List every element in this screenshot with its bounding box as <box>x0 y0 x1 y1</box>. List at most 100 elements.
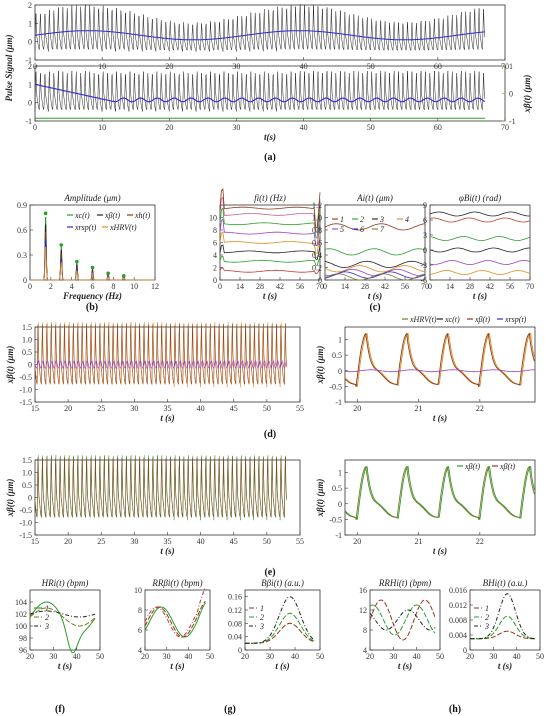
x-tick-label: 20 <box>165 62 173 71</box>
legend-entry: 3 <box>44 622 49 631</box>
y-tick-label: 4 <box>363 646 367 655</box>
legend-entry: xrsp(t) <box>504 315 527 324</box>
x-tick-label: 25 <box>97 404 105 413</box>
series-phi-3 <box>429 247 530 253</box>
series-rsp <box>344 369 535 373</box>
panel-label-c: (c) <box>369 302 380 313</box>
x-tick-label: 50 <box>367 62 375 71</box>
x-tick-label: 15 <box>31 537 39 546</box>
y-tick-label: 1 <box>28 19 32 28</box>
y-tick-label: 1 <box>338 336 342 345</box>
x-tick-label: 56 <box>296 282 304 291</box>
y-tick-label: 1.5 <box>22 323 32 332</box>
legend-entry: xc(t) <box>74 211 90 220</box>
x-tick-label: 60 <box>434 123 442 132</box>
y-tick-label: 0 <box>28 99 32 108</box>
chart-h1: 20 30 40 50 16 12 8 4 t (s) RRHi(t) (bpm) <box>359 578 444 671</box>
x-tick-label: 40 <box>300 62 308 71</box>
x-tick-label: 60 <box>434 62 442 71</box>
chart-title: Amplitude (μm) <box>63 193 120 203</box>
y-tick-label: 0.12 <box>228 606 242 615</box>
series-osc-0 <box>34 455 287 521</box>
chart-b: 0 2 4 6 8 10 12 0.9 0.6 0.3 0 Frequency (Hz) Amplitu… <box>17 193 159 301</box>
x-tick-label: 15 <box>31 404 39 413</box>
series-f-8 <box>219 188 321 229</box>
y-tick-label: 1.2 <box>312 201 322 210</box>
y-axis-label: xβ(t) (μm) <box>315 479 325 518</box>
legend-entry: xHRV(t) <box>409 315 437 324</box>
peak-marker <box>59 243 64 247</box>
series-A-7 <box>324 273 426 281</box>
y-tick-label: -1.0 <box>19 386 32 395</box>
x-tick-label: 50 <box>96 652 104 661</box>
series-4 <box>30 247 155 281</box>
peak-marker <box>43 211 48 216</box>
x-tick-label: 10 <box>98 123 106 132</box>
series-baseline <box>34 30 485 41</box>
x-tick-label: 50 <box>316 652 324 661</box>
panel-label-e: (e) <box>264 567 275 578</box>
y-tick-label: 0.16 <box>228 593 242 602</box>
series-1 <box>29 601 96 654</box>
x-axis-label: t (s) <box>498 661 512 671</box>
x-axis-label: t (s) <box>170 661 184 671</box>
x-tick-label: 10 <box>130 282 138 291</box>
plot-frame <box>29 589 101 651</box>
y-tick-label: 0.5 <box>22 348 32 357</box>
series-xbeta <box>34 83 486 103</box>
x-axis-label: t (s) <box>398 661 412 671</box>
legend-entry: xh(t) <box>134 211 150 220</box>
y-tick-label: 0 <box>28 494 32 503</box>
x-tick-label: 28 <box>466 282 474 291</box>
y-tick-label: 3 <box>423 231 427 240</box>
series-3 <box>29 610 96 618</box>
legend-entry: 3 <box>379 215 384 224</box>
y-tick-label: 0.5 <box>332 351 342 360</box>
series-f-2 <box>219 255 321 266</box>
series-f-6 <box>219 207 321 239</box>
series-phi-0 <box>429 211 530 217</box>
y-tick-label: 10 <box>134 586 142 595</box>
chart-c2: 0 14 28 42 56 701.21.00.80.60.40.20t (s)Ai(t)… <box>312 193 429 301</box>
x-tick-label: 40 <box>184 652 192 661</box>
series-phi-5 <box>429 270 531 275</box>
y-tick-label: 1.0 <box>22 469 32 478</box>
legend-entry: 1 <box>45 604 49 613</box>
legend-entry: 2 <box>485 613 489 622</box>
legend-entry: 5 <box>340 225 344 234</box>
chart-e-left: 15 20 25 30 35 40 45 50 55 1.5 1.0 0.5 0 -0.5 -1.0 -1.5… <box>5 455 304 556</box>
x-tick-label: 0 <box>428 282 432 291</box>
y-tick-label: 6 <box>213 239 217 248</box>
x-tick-label: 56 <box>401 282 409 291</box>
y-tick-label: -1 <box>335 398 342 407</box>
x-tick-label: 4 <box>70 282 74 291</box>
y-tick-label: -0.5 <box>329 515 342 524</box>
y-tick-label: 4 <box>213 251 217 260</box>
chart-h2: 20 30 40 50 0.016 0.012 0.008 0.004 0 t (s) BHi(t)… <box>449 578 544 671</box>
y-tick-label: 0.004 <box>449 631 467 640</box>
y-tick-label: 1 <box>28 80 32 89</box>
y-tick-label: 1.0 <box>22 336 32 345</box>
x-tick-label: 42 <box>276 282 284 291</box>
legend-entry: xβ(t) <box>474 315 490 324</box>
y-tick-label: -1.5 <box>19 398 32 407</box>
x-tick-label: 20 <box>165 123 173 132</box>
y-tick-label: 102 <box>15 610 27 619</box>
x-axis-label: t (s) <box>58 661 72 671</box>
x-tick-label: 56 <box>506 282 514 291</box>
y-tick-label: 6 <box>138 626 142 635</box>
series-2 <box>29 607 96 627</box>
legend-entry: 2 <box>260 613 264 622</box>
chart-c3: 0 14 28 42 56 70 9 6 3 0 -3 -6 t (s) φBi(t) (rad) <box>420 193 534 301</box>
series-zoom-0 <box>344 465 535 520</box>
x-axis-label: t (s) <box>433 546 447 556</box>
x-tick-label: 12 <box>151 282 159 291</box>
y-tick-label: 0 <box>338 500 342 509</box>
y-tick-label: 0.2 <box>312 264 322 273</box>
y-tick-label: 0.6 <box>17 226 27 235</box>
y-tick-label: 0.5 <box>22 481 32 490</box>
plot-frame <box>34 4 506 61</box>
plot-frame <box>344 326 536 403</box>
y-tick-label: -0.5 <box>19 506 32 515</box>
y-tick-label: 0 <box>23 276 27 285</box>
